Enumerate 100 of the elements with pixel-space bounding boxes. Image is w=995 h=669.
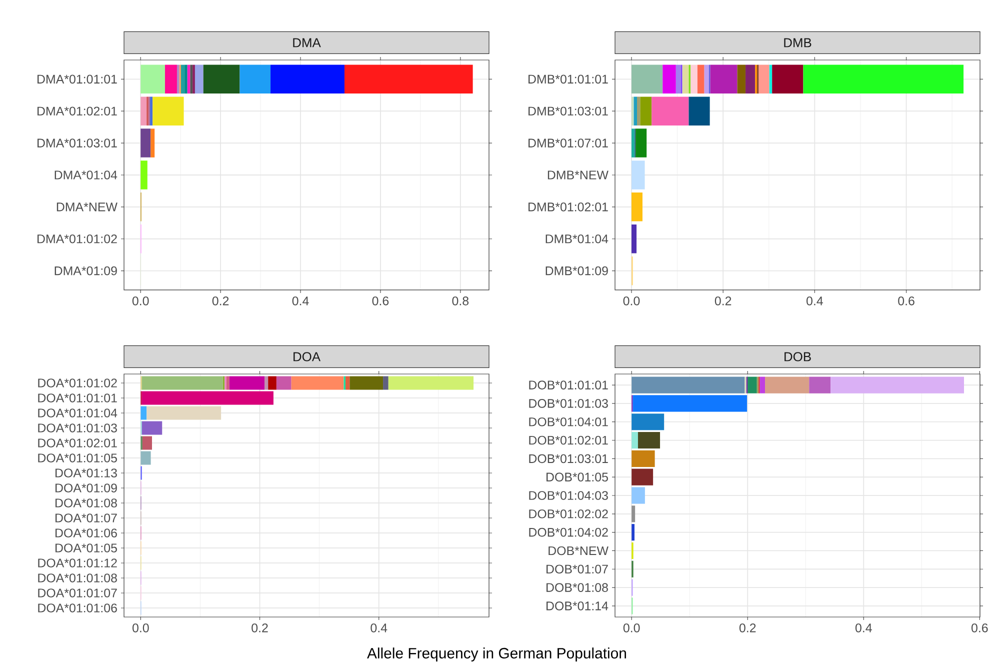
bar [769, 64, 772, 94]
bar [690, 64, 698, 94]
y-tick-label: DOA*01:01:08 [38, 574, 117, 582]
y-tick-label: DOB*01:04:03 [529, 491, 608, 500]
bar [142, 436, 152, 450]
bar [631, 224, 637, 254]
bar [388, 376, 474, 390]
y-tick-label: DOB*01:04:02 [529, 528, 608, 537]
bar [346, 376, 350, 390]
y-tick-label: DMB*01:01:01 [528, 74, 608, 84]
y-tick-label: DOB*01:14 [546, 602, 608, 610]
x-tick-label: 0.0 [132, 624, 149, 632]
y-tick-label: DOA*01:07 [56, 514, 117, 522]
y-tick-label: DMA*01:01:01 [38, 74, 117, 84]
x-tick-label: 0.4 [855, 624, 872, 632]
bar [164, 64, 177, 94]
bar [636, 128, 647, 158]
bar [142, 421, 162, 435]
bar [176, 64, 180, 94]
bar [140, 451, 151, 465]
bar [640, 96, 652, 126]
y-tick-label: DOB*01:03:01 [529, 454, 608, 464]
bar [350, 376, 384, 390]
x-tick-label: 0.4 [370, 624, 388, 632]
bar [140, 160, 148, 190]
x-tick-label: 0.2 [714, 296, 732, 306]
y-tick-label: DOA*01:08 [56, 498, 117, 508]
bar [748, 376, 757, 394]
bar [737, 64, 746, 94]
y-tick-label: DMB*01:09 [546, 266, 608, 276]
bar [226, 376, 230, 390]
x-tick-label: 0.0 [132, 296, 149, 306]
bar [652, 96, 689, 126]
x-tick-label: 0.6 [898, 296, 914, 306]
bar [291, 376, 344, 390]
y-tick-label: DOB*01:04:01 [529, 417, 608, 426]
y-tick-label: DMA*01:04 [54, 170, 118, 180]
bar [662, 64, 676, 94]
y-tick-label: DMA*01:02:01 [38, 106, 117, 116]
bar [264, 376, 268, 390]
bar [697, 64, 704, 94]
bar [632, 450, 655, 467]
y-tick-label: DMB*NEW [548, 170, 608, 180]
bar [636, 96, 640, 126]
x-tick-label: 0.4 [806, 296, 823, 306]
bar [632, 395, 748, 412]
bar [632, 524, 634, 541]
x-tick-label: 0.6 [971, 624, 988, 632]
bar [180, 64, 185, 94]
bar [803, 64, 964, 94]
bar [184, 64, 188, 94]
y-tick-label: DOA*01:01:01 [38, 394, 117, 402]
bar [150, 96, 153, 126]
x-tick-label: 0.2 [739, 624, 756, 632]
bar [809, 376, 831, 394]
y-tick-label: DOA*01:01:03 [38, 424, 117, 432]
y-tick-label: DOA*01:01:07 [38, 588, 117, 598]
bar [140, 406, 147, 420]
y-tick-label: DOA*01:01:02 [38, 378, 117, 388]
bar [240, 64, 271, 94]
bar [632, 468, 654, 486]
bar [632, 432, 638, 449]
y-tick-label: DMA*01:09 [54, 266, 117, 276]
bar [760, 376, 766, 394]
y-tick-label: DOB*01:01:01 [529, 380, 608, 390]
bar [150, 128, 155, 158]
bar [688, 96, 710, 126]
bar [704, 64, 709, 94]
bar [758, 64, 770, 94]
x-axis-title: Allele Frequency in German Population [367, 648, 626, 662]
bar [203, 64, 240, 94]
bar [142, 391, 274, 405]
chart-title: DOA [294, 352, 321, 362]
x-tick-label: 0.0 [623, 624, 640, 632]
chart-title: DMB [784, 38, 812, 48]
y-tick-label: DOA*01:01:04 [38, 408, 118, 418]
bar [140, 96, 147, 126]
bar [229, 376, 265, 390]
x-tick-label: 0.2 [252, 624, 268, 632]
y-tick-label: DOB*01:02:02 [529, 509, 608, 518]
x-tick-label: 0.0 [623, 296, 640, 306]
y-tick-label: DOA*01:05 [56, 544, 117, 552]
x-tick-label: 0.6 [372, 296, 389, 306]
y-tick-label: DOA*01:01:06 [38, 604, 117, 612]
bar [268, 376, 276, 390]
y-tick-label: DOB*01:05 [546, 472, 608, 482]
chart-title: DMA [293, 38, 321, 48]
bar [276, 376, 292, 390]
y-tick-label: DOB*01:07 [546, 564, 608, 574]
bar [140, 64, 165, 94]
y-tick-label: DOA*01:09 [56, 484, 117, 492]
x-tick-label: 0.4 [292, 296, 309, 306]
bar [383, 376, 388, 390]
bar [142, 376, 223, 390]
y-tick-label: DOB*01:01:03 [529, 399, 608, 408]
bar [638, 432, 660, 449]
y-tick-label: DOA*01:01:12 [38, 558, 117, 568]
y-tick-label: DOA*01:13 [56, 468, 117, 478]
bar [632, 376, 745, 394]
bar [632, 506, 636, 522]
